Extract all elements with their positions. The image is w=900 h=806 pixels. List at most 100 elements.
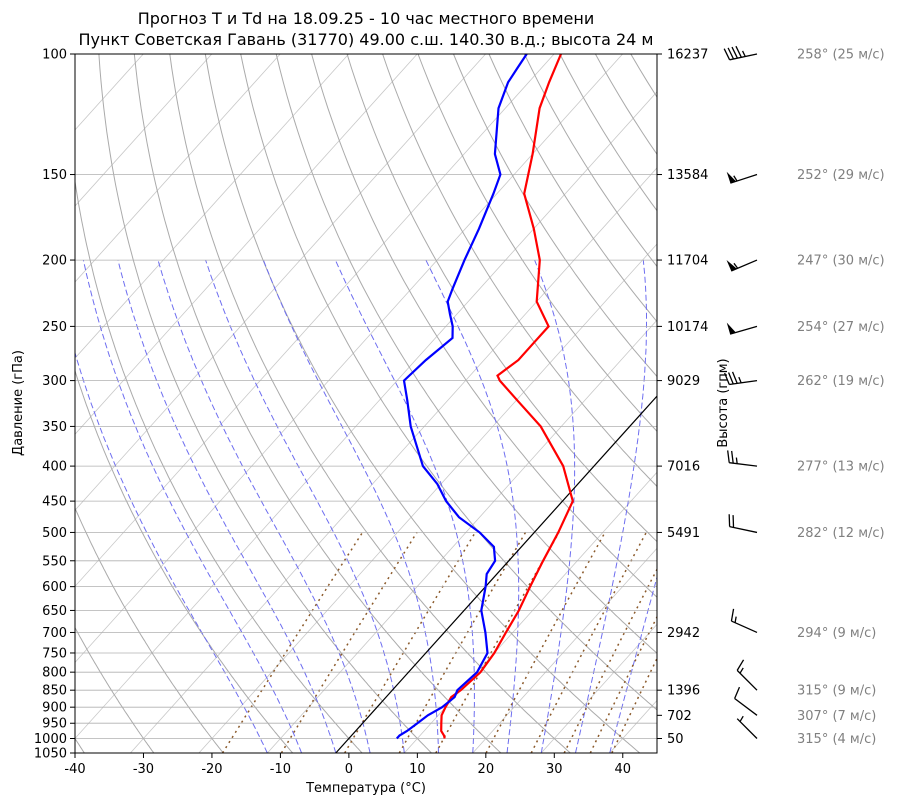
wind-label: 277° (13 м/с): [797, 460, 885, 475]
wind-barb: [724, 371, 758, 386]
pressure-tick-label: 600: [42, 580, 67, 595]
pressure-tick-label: 100: [42, 48, 67, 63]
pressure-tick-label: 350: [42, 420, 67, 435]
pressure-tick-label: 1050: [34, 747, 67, 762]
dry-adiabat-line: [488, 54, 657, 323]
height-tick-label: 50: [667, 732, 684, 747]
wind-barb: [726, 259, 758, 272]
wind-barb-half-feather: [733, 175, 738, 182]
dry-adiabat-line: [453, 54, 657, 378]
wind-barb-flag: [726, 171, 737, 184]
temperature-tick-label: 40: [614, 762, 631, 777]
wind-barb: [730, 608, 758, 634]
height-tick-label: 5491: [667, 526, 700, 541]
wind-barb-half-feather: [738, 376, 742, 384]
temperature-tick-label: -40: [64, 762, 85, 777]
wind-barb-half-feather: [739, 667, 744, 674]
dry-adiabat-line: [702, 54, 900, 753]
pressure-tick-label: 500: [42, 526, 67, 541]
mixing-ratio-line: [530, 532, 647, 753]
wind-barb: [728, 514, 758, 534]
dry-adiabat-line: [98, 54, 432, 753]
wind-barb-feather: [727, 372, 734, 385]
wind-barb-feather: [723, 48, 731, 61]
wind-barb-feather: [731, 46, 739, 59]
pressure-tick-label: 300: [42, 374, 67, 389]
pressure-tick-label: 400: [42, 460, 67, 475]
isotherm-line: [609, 699, 657, 753]
wind-barb-shaft: [729, 525, 758, 534]
isotherm-line: [130, 167, 657, 753]
wind-column: 258° (25 м/с) 252° (29 м/с) 247° (30 м/с) 2…: [723, 45, 885, 747]
temperature-tick-label: 30: [546, 762, 563, 777]
height-tick-label: 7016: [667, 460, 700, 475]
wind-barb: [736, 659, 758, 691]
dry-adiabat-line: [75, 626, 155, 753]
wind-barb-flag: [726, 322, 736, 335]
wind-barb-feather: [734, 686, 741, 699]
isotherm-line: [747, 54, 900, 753]
moist-adiabat-line: [117, 259, 337, 753]
temperature-line: [440, 54, 574, 739]
wind-label: 315° (4 м/с): [797, 732, 876, 747]
isotherm-line: [75, 54, 418, 435]
wind-barb-half-feather: [741, 50, 746, 57]
wind-barb-feather: [724, 372, 730, 385]
temperature-tick-label: -30: [133, 762, 154, 777]
height-tick-label: 2942: [667, 626, 700, 641]
pressure-tick-label: 1000: [34, 732, 67, 747]
pressure-tick-label: 900: [42, 701, 67, 716]
height-tick-label: 13584: [667, 168, 708, 183]
pressure-tick-label: 650: [42, 604, 67, 619]
wind-barb-shaft: [734, 697, 758, 716]
chart-title-line1: Прогноз T и Td на 18.09.25 - 10 час мест…: [138, 9, 594, 28]
moist-adiabat-line: [425, 259, 520, 753]
wind-barb-feather: [735, 45, 742, 58]
dry-adiabat-line: [75, 369, 294, 753]
mixing-ratio-line: [221, 531, 364, 753]
dry-adiabat-line: [311, 54, 657, 598]
pressure-tick-label: 700: [42, 626, 67, 641]
background-lines: [0, 54, 900, 753]
wind-barb-shaft: [729, 53, 758, 61]
pressure-tick-label: 950: [42, 717, 67, 732]
wind-barb: [734, 686, 758, 716]
chart-title-line2: Пункт Советская Гавань (31770) 49.00 с.ш…: [79, 30, 654, 49]
temperature-tick-label: 20: [478, 762, 495, 777]
mixing-ratio-line: [280, 532, 418, 753]
mixing-ratio-line: [563, 567, 657, 753]
profile-lines: [395, 54, 574, 740]
height-tick-label: 10174: [667, 320, 708, 335]
isotherm-line: [198, 243, 657, 753]
dry-adiabat-line: [630, 54, 657, 98]
moist-adiabat-line: [334, 259, 475, 753]
wind-label: 282° (12 м/с): [797, 526, 885, 541]
mixing-ratio-line: [589, 615, 657, 753]
moist-adiabat-line: [205, 259, 405, 753]
temperature-tick-label: 0: [345, 762, 353, 777]
dry-adiabat-line: [737, 54, 900, 753]
temperature-axis: -40 -30 -20 -10 0 10 20 30 40: [64, 753, 631, 777]
moist-adiabat-line: [75, 351, 268, 753]
isotherm-line: [75, 54, 486, 511]
dewpoint-line: [395, 54, 528, 740]
isotherm-line: [75, 54, 623, 664]
wind-barb-half-feather: [735, 457, 738, 464]
moist-adiabat-line: [262, 259, 439, 753]
pressure-tick-label: 150: [42, 168, 67, 183]
wind-barb-shaft: [731, 620, 758, 634]
height-tick-label: 9029: [667, 374, 700, 389]
dry-adiabat-line: [204, 54, 641, 753]
wind-barb-shaft: [730, 173, 758, 184]
wind-barb-feather: [727, 450, 730, 463]
y-axis-right-label: Высота (гпм): [716, 358, 731, 447]
temperature-tick-label: -20: [201, 762, 222, 777]
height-tick-label: 702: [667, 709, 692, 724]
wind-barb-shaft: [729, 325, 758, 335]
isotherm-line: [0, 54, 6, 753]
dry-adiabat-line: [382, 54, 657, 488]
mixing-ratio-line: [398, 532, 527, 753]
pressure-tick-label: 850: [42, 684, 67, 699]
mixing-ratio-line: [485, 532, 606, 753]
